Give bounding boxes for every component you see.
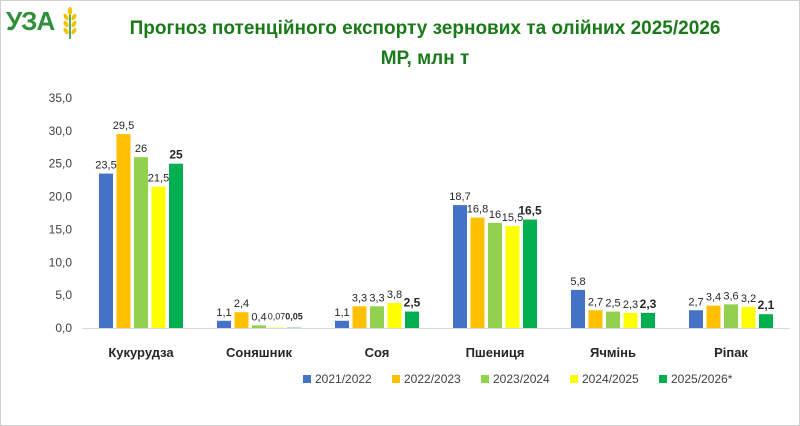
data-label: 16,5 (518, 204, 542, 218)
bar (453, 205, 467, 328)
y-tick-label: 0,0 (55, 321, 72, 335)
bar (405, 311, 419, 328)
data-label: 2,5 (605, 298, 620, 310)
x-category-label: Пшениця (466, 345, 525, 360)
bar (505, 226, 520, 328)
bar (623, 312, 638, 328)
legend-label: 2024/2025 (582, 372, 639, 386)
x-category-label: Соняшник (226, 345, 292, 360)
data-label: 2,5 (404, 296, 421, 310)
legend-label: 2025/2026* (671, 372, 733, 386)
x-category-label: Соя (365, 345, 390, 360)
data-label: 3,6 (723, 290, 738, 302)
data-label: 2,1 (758, 298, 775, 312)
chart-title: Прогноз потенційного експорту зернових т… (80, 14, 770, 74)
data-label: 3,3 (369, 292, 384, 304)
data-label: 18,7 (449, 191, 470, 203)
bar (741, 306, 756, 328)
data-label: 5,8 (570, 276, 585, 288)
legend-label: 2021/2022 (315, 372, 372, 386)
data-label: 2,4 (234, 298, 249, 310)
bar (387, 303, 402, 328)
legend-swatch (481, 375, 489, 383)
data-label: 15,5 (502, 212, 523, 224)
data-label: 2,7 (588, 296, 603, 308)
bar (169, 163, 183, 328)
y-tick-label: 10,0 (49, 255, 73, 269)
y-tick-label: 5,0 (55, 288, 72, 302)
data-label: 29,5 (113, 120, 134, 132)
bar (335, 320, 349, 328)
bar (571, 289, 585, 328)
legend-swatch (303, 375, 311, 383)
bar (99, 173, 113, 328)
chart-title-line2: МР, млн т (380, 48, 470, 69)
logo-text: УЗА (6, 6, 55, 36)
bar (689, 310, 703, 328)
bar (370, 306, 384, 328)
bar (724, 304, 738, 328)
data-label: 1,1 (216, 307, 231, 319)
y-tick-label: 30,0 (49, 124, 73, 138)
wheat-ear-icon (63, 7, 77, 39)
bar (217, 320, 231, 328)
data-label: 0,05 (285, 312, 303, 322)
y-tick-label: 20,0 (49, 190, 73, 204)
bar (641, 312, 655, 328)
bar (488, 222, 502, 328)
legend-swatch (659, 375, 667, 383)
legend-swatch (392, 375, 400, 383)
bar (116, 134, 131, 328)
data-label: 3,4 (706, 292, 721, 304)
data-label: 3,2 (741, 293, 756, 305)
data-label: 3,3 (352, 292, 367, 304)
y-tick-label: 15,0 (49, 222, 73, 236)
bar (470, 217, 485, 328)
x-category-label: Ріпак (714, 345, 748, 360)
data-label: 2,3 (623, 299, 638, 311)
bar (134, 157, 148, 328)
legend-label: 2022/2023 (404, 372, 461, 386)
data-label: 26 (135, 143, 147, 155)
data-label: 1,1 (334, 307, 349, 319)
bar (706, 305, 721, 328)
chart-title-line1: Прогноз потенційного експорту зернових т… (129, 18, 721, 39)
legend-swatch (570, 375, 578, 383)
y-tick-label: 35,0 (49, 91, 73, 105)
data-label: 3,8 (387, 289, 402, 301)
bar (759, 314, 773, 328)
bar (151, 186, 166, 328)
y-tick-label: 25,0 (49, 157, 73, 171)
data-label: 16,8 (467, 204, 488, 216)
bar (352, 306, 367, 328)
bar (606, 311, 620, 328)
bar (234, 312, 249, 328)
data-label: 25 (169, 148, 183, 162)
data-label: 0,07 (268, 312, 286, 322)
data-label: 23,5 (95, 160, 116, 172)
uza-logo: УЗА (6, 6, 78, 42)
bar (523, 219, 537, 328)
data-label: 16 (489, 209, 501, 221)
data-label: 2,7 (688, 296, 703, 308)
data-label: 2,3 (640, 297, 657, 311)
x-category-label: Кукурудза (108, 345, 174, 360)
data-label: 21,5 (148, 173, 169, 185)
bar (588, 310, 603, 328)
legend-label: 2023/2024 (493, 372, 550, 386)
bar (252, 325, 266, 328)
data-label: 0,4 (251, 311, 266, 323)
x-category-label: Ячмінь (590, 345, 636, 360)
